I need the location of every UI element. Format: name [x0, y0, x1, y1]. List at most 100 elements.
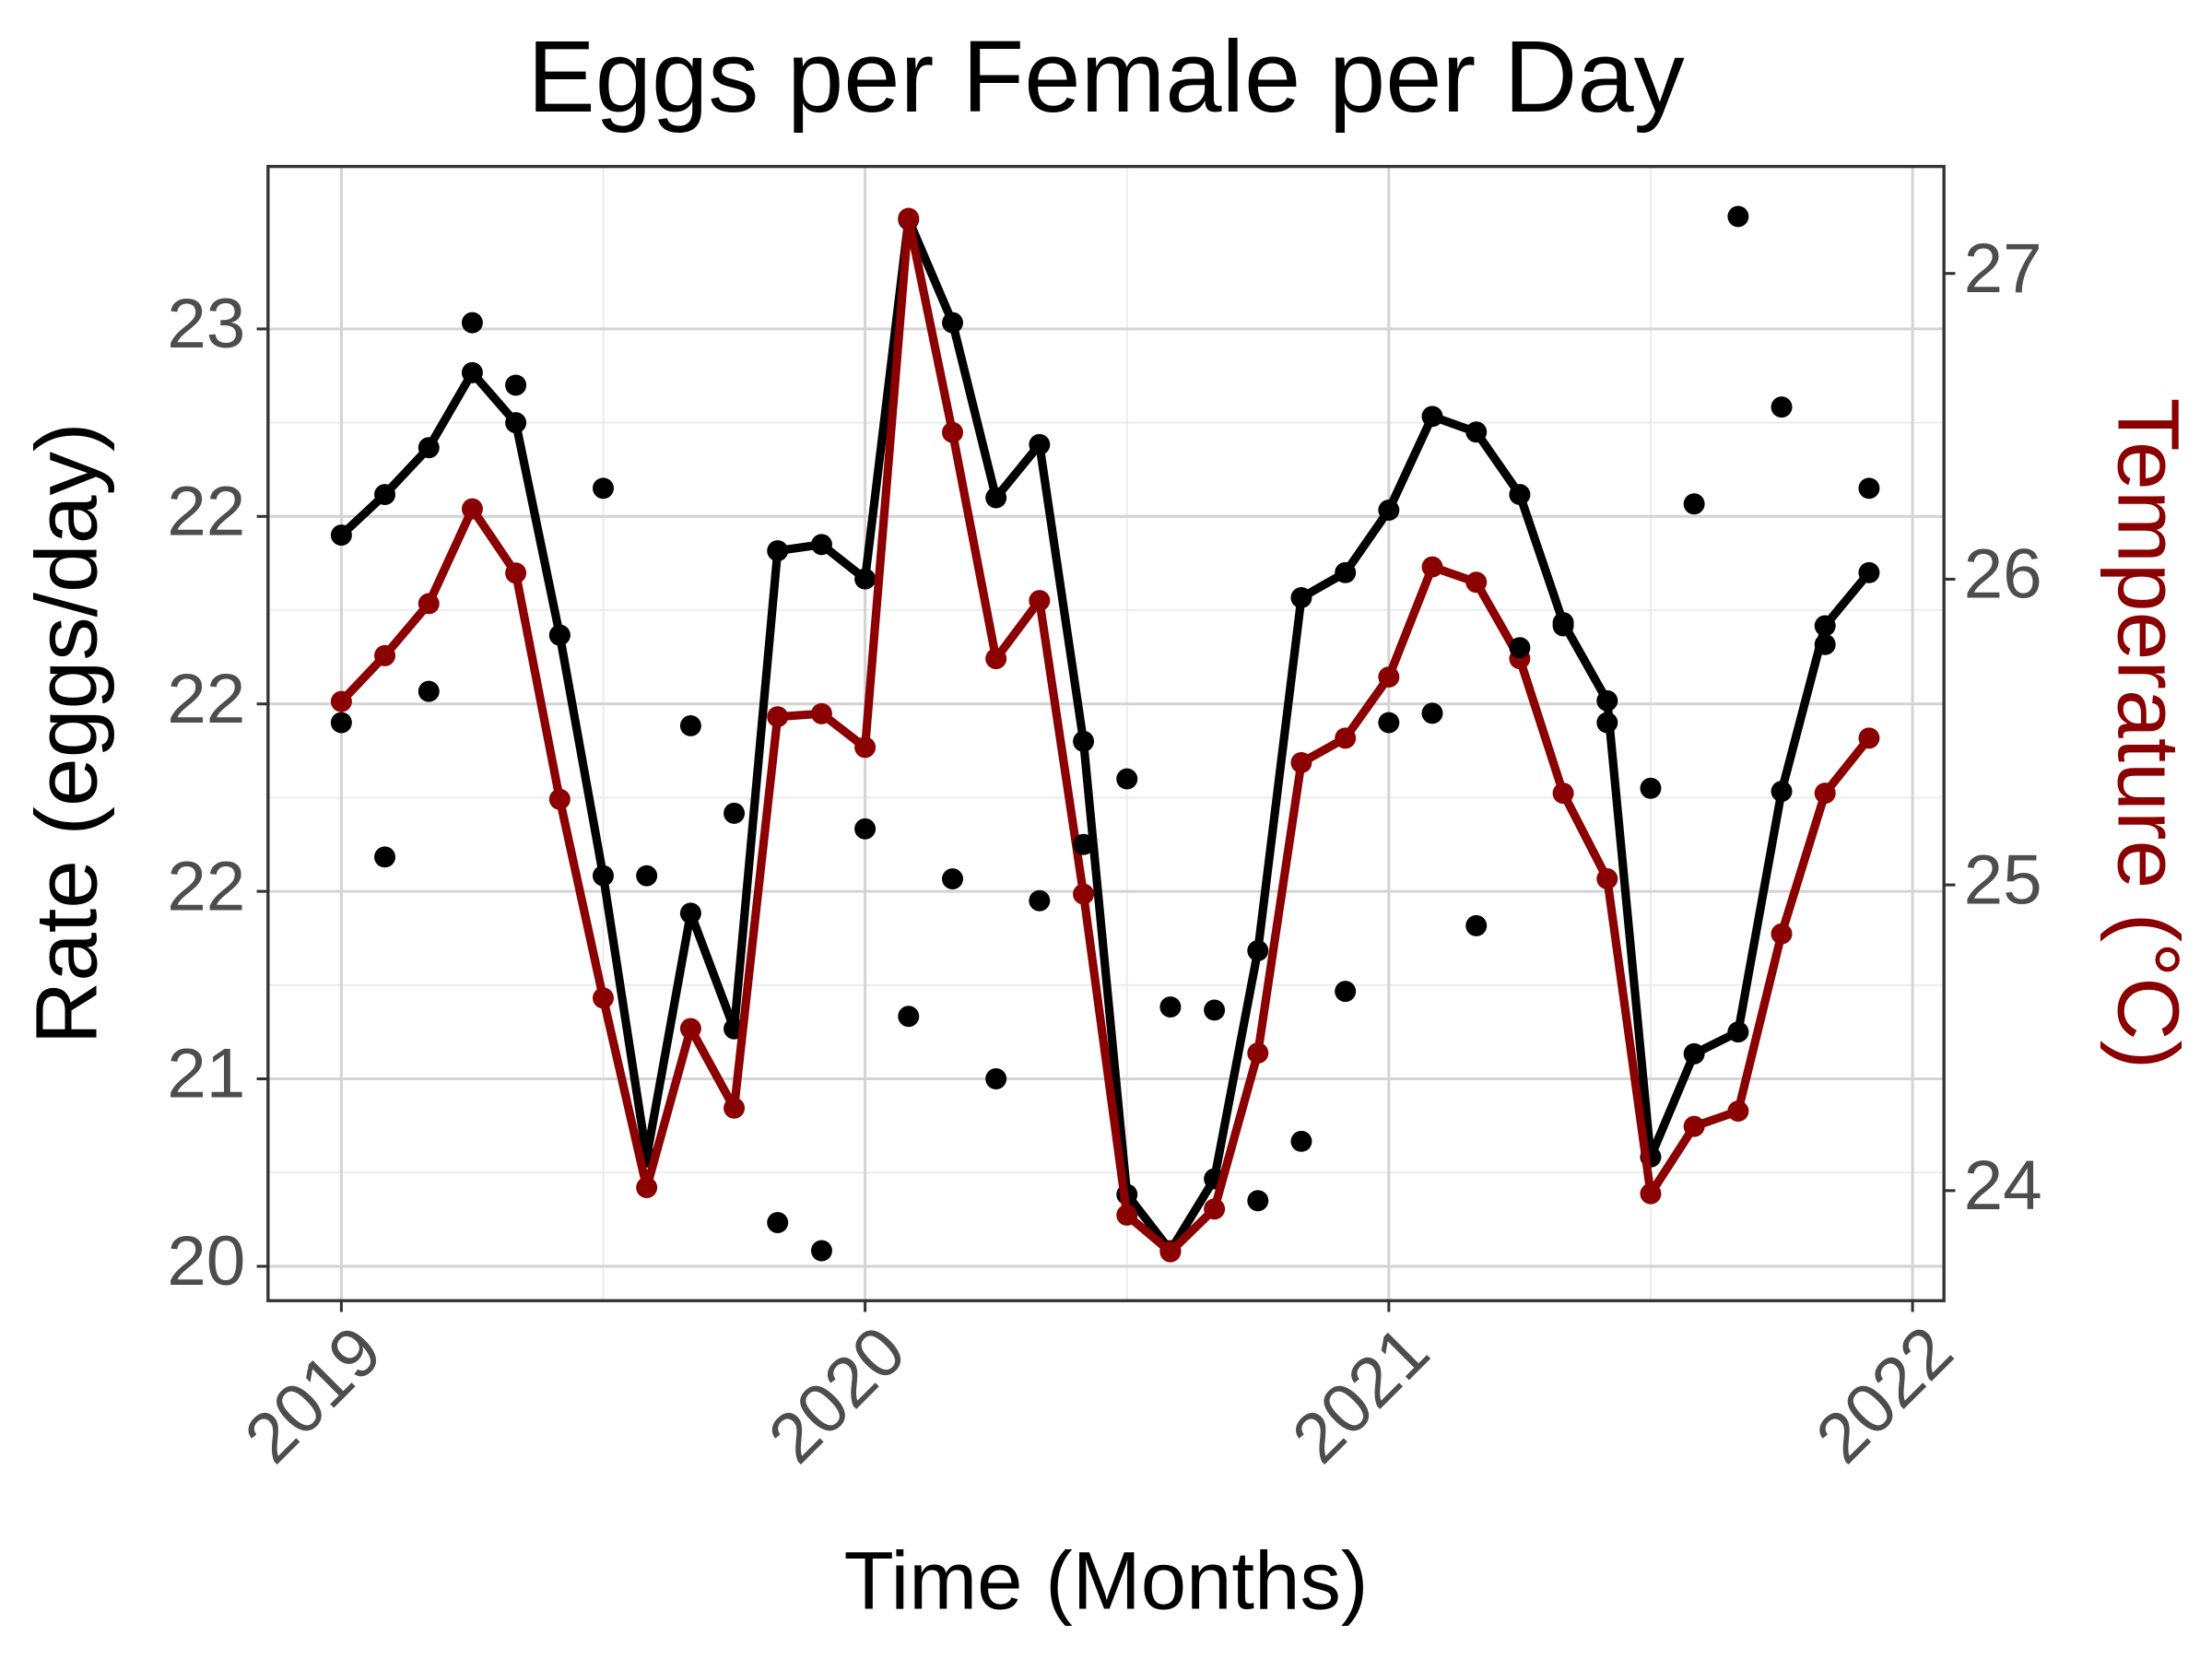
y2-tick-label: 27 [1964, 229, 2042, 308]
series-line [338, 214, 1873, 1256]
data-point [1727, 1021, 1749, 1043]
data-point [679, 902, 701, 924]
data-point [636, 1177, 658, 1198]
data-point [1290, 586, 1312, 608]
data-point [1421, 702, 1443, 724]
data-point [1771, 923, 1793, 945]
data-point [1073, 833, 1095, 855]
data-point [1596, 712, 1618, 734]
data-point [1814, 633, 1836, 655]
data-point [418, 593, 440, 615]
data-point [854, 736, 877, 759]
y-tick-label: 22 [167, 847, 245, 925]
data-point [374, 484, 396, 506]
data-point [810, 534, 832, 556]
y-tick-label: 22 [167, 660, 245, 738]
data-point [330, 690, 352, 712]
data-point [1771, 781, 1793, 803]
data-point [461, 312, 483, 334]
data-point [1465, 571, 1488, 594]
data-point [1509, 484, 1531, 506]
data-point [1073, 730, 1095, 752]
data-point [1116, 1204, 1138, 1226]
series [330, 206, 1880, 1262]
data-point [418, 680, 440, 702]
series [330, 207, 1880, 1263]
data-point [1727, 206, 1749, 228]
data-point [679, 1018, 701, 1040]
data-point [1378, 712, 1400, 734]
data-point [1465, 421, 1488, 443]
data-point [505, 374, 527, 396]
data-point [1421, 556, 1443, 578]
data-point [942, 421, 963, 443]
data-point [374, 846, 396, 868]
data-point [1378, 500, 1400, 522]
data-point [679, 714, 701, 736]
data-point [1247, 940, 1269, 962]
data-point [942, 312, 963, 334]
data-point [854, 568, 877, 590]
data-point [374, 644, 396, 666]
data-point [1204, 999, 1226, 1021]
y2-tick-label: 24 [1964, 1147, 2042, 1225]
data-point [418, 437, 440, 459]
data-point [505, 562, 527, 584]
data-point [593, 865, 614, 887]
data-point [1814, 782, 1836, 805]
y2-tick-label: 26 [1964, 535, 2042, 614]
data-point [330, 524, 352, 547]
data-point [1073, 883, 1095, 905]
x-axis-title: Time (Months) [844, 1535, 1369, 1626]
data-point [1335, 561, 1357, 583]
data-point [810, 702, 832, 724]
data-point [636, 865, 658, 887]
data-point [985, 487, 1007, 509]
plot-border [266, 164, 1946, 1302]
data-point [1771, 396, 1793, 418]
data-point [1290, 1130, 1312, 1152]
data-point [1596, 689, 1618, 712]
data-point [1858, 477, 1880, 500]
data-point [985, 1068, 1007, 1090]
data-point [1116, 768, 1138, 790]
data-point [593, 987, 614, 1009]
data-point [461, 498, 483, 520]
y-tick-label: 21 [167, 1035, 245, 1113]
y-tick-label: 23 [167, 285, 245, 363]
data-point [724, 1097, 746, 1119]
data-point [898, 1006, 920, 1028]
data-point [1683, 1115, 1705, 1137]
data-point [1683, 493, 1705, 515]
data-point [1640, 777, 1662, 799]
data-point [1378, 666, 1400, 688]
data-point [767, 706, 789, 728]
data-point [1159, 1241, 1182, 1263]
data-point [1247, 1042, 1269, 1065]
data-point [461, 361, 483, 383]
data-point [1029, 433, 1051, 455]
data-point [1335, 981, 1357, 1003]
y-axis-title: Rate (eggs/day) [18, 422, 116, 1044]
data-point [724, 802, 746, 824]
data-point [767, 1211, 789, 1233]
data-point [767, 540, 789, 562]
data-point [1204, 1198, 1226, 1220]
data-point [1465, 914, 1488, 936]
data-point [1858, 727, 1880, 749]
data-point [1640, 1182, 1662, 1205]
data-point [1029, 590, 1051, 612]
data-point [1335, 727, 1357, 749]
data-point [1247, 1190, 1269, 1212]
data-point [1029, 889, 1051, 912]
data-point [1858, 561, 1880, 583]
data-point [898, 207, 920, 229]
y2-tick-label: 25 [1964, 841, 2042, 919]
data-point [593, 477, 614, 500]
y-tick-label: 22 [167, 473, 245, 551]
data-point [1509, 637, 1531, 659]
data-point [1421, 406, 1443, 428]
data-point [505, 412, 527, 434]
